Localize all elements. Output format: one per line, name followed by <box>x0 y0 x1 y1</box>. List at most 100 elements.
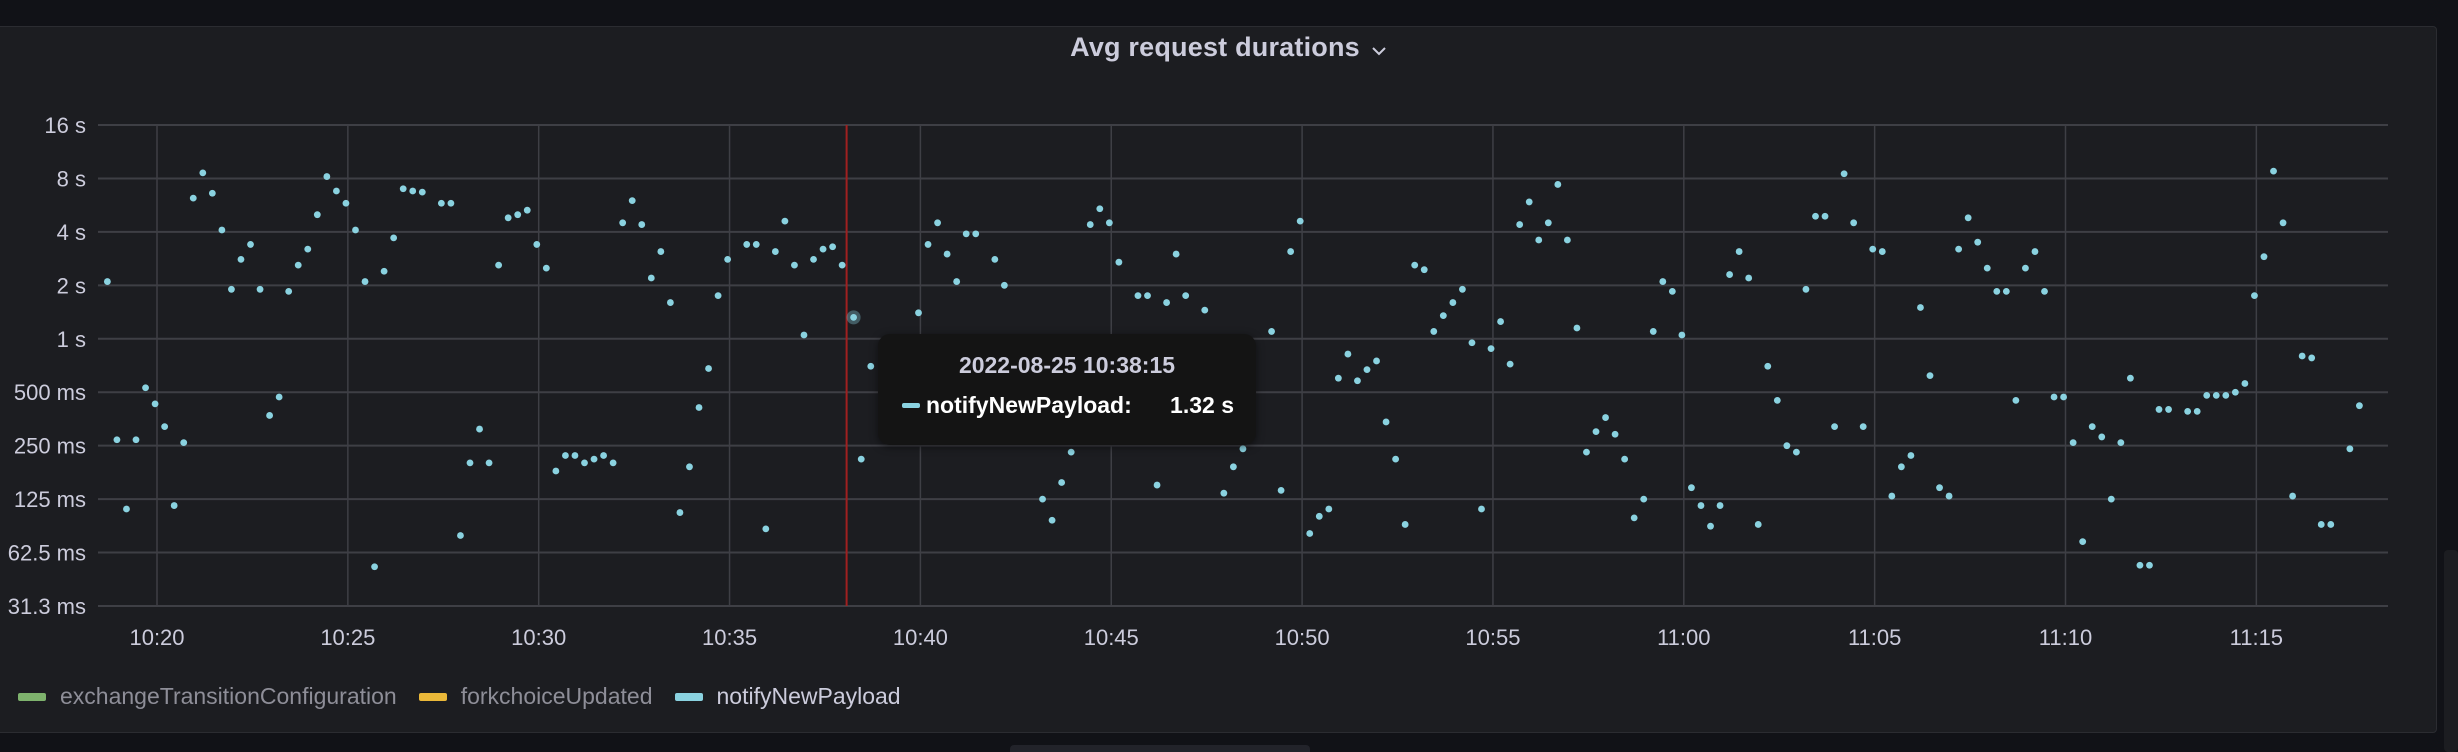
data-point[interactable] <box>533 241 541 248</box>
data-point[interactable] <box>743 241 751 248</box>
data-point[interactable] <box>2212 391 2220 399</box>
data-point[interactable] <box>1563 236 1571 244</box>
data-point[interactable] <box>1726 271 1734 278</box>
data-point[interactable] <box>409 187 417 195</box>
data-point[interactable] <box>2193 407 2201 415</box>
data-point[interactable] <box>1735 248 1743 255</box>
data-point[interactable] <box>2088 423 2096 431</box>
data-point[interactable] <box>857 455 865 463</box>
data-point[interactable] <box>1067 448 1075 456</box>
data-point[interactable] <box>562 452 569 459</box>
data-point[interactable] <box>1592 428 1600 436</box>
data-point[interactable] <box>1086 221 1094 228</box>
data-point[interactable] <box>304 245 312 253</box>
data-point[interactable] <box>609 459 617 467</box>
data-point[interactable] <box>1945 492 1953 500</box>
data-point[interactable] <box>1306 530 1314 537</box>
data-point[interactable] <box>437 199 445 207</box>
data-point[interactable] <box>1859 423 1867 431</box>
data-point[interactable] <box>1497 318 1504 325</box>
data-point[interactable] <box>915 309 922 317</box>
data-point[interactable] <box>103 278 111 285</box>
data-point[interactable] <box>762 525 770 533</box>
legend-item-notifyNewPayload[interactable]: notifyNewPayload <box>674 683 901 710</box>
data-point[interactable] <box>1773 396 1781 404</box>
data-point[interactable] <box>666 299 674 306</box>
data-point[interactable] <box>695 404 703 411</box>
data-point[interactable] <box>2279 219 2287 227</box>
data-point[interactable] <box>752 241 760 248</box>
data-point[interactable] <box>1153 481 1161 489</box>
data-point[interactable] <box>228 285 235 293</box>
data-point[interactable] <box>466 459 474 467</box>
data-point[interactable] <box>657 248 665 255</box>
data-point[interactable] <box>1296 217 1304 225</box>
data-point[interactable] <box>1888 492 1896 500</box>
data-point[interactable] <box>1525 198 1533 206</box>
data-point[interactable] <box>781 217 789 225</box>
data-point[interactable] <box>705 365 712 372</box>
data-point[interactable] <box>1831 423 1838 431</box>
data-point[interactable] <box>514 211 522 219</box>
data-point[interactable] <box>1325 505 1333 513</box>
data-point[interactable] <box>1478 505 1485 513</box>
data-point[interactable] <box>1697 502 1705 509</box>
data-point[interactable] <box>2251 292 2258 300</box>
data-point[interactable] <box>800 331 808 339</box>
data-point[interactable] <box>495 261 503 269</box>
data-point[interactable] <box>123 505 130 513</box>
data-point[interactable] <box>791 261 798 269</box>
data-point[interactable] <box>1239 445 1247 453</box>
data-point[interactable] <box>161 423 169 431</box>
data-point[interactable] <box>829 243 837 251</box>
data-point[interactable] <box>810 255 817 263</box>
data-point[interactable] <box>1506 360 1514 368</box>
data-point[interactable] <box>1105 219 1113 227</box>
data-point[interactable] <box>1907 452 1915 459</box>
data-point[interactable] <box>1039 495 1046 503</box>
data-point[interactable] <box>199 169 207 177</box>
data-point[interactable] <box>132 436 140 444</box>
data-point[interactable] <box>1048 516 1056 524</box>
data-point[interactable] <box>676 509 684 516</box>
data-point[interactable] <box>1201 306 1209 314</box>
data-point[interactable] <box>1878 248 1886 255</box>
data-point[interactable] <box>838 261 846 269</box>
data-point[interactable] <box>2079 538 2087 546</box>
data-point[interactable] <box>2346 445 2354 453</box>
data-point[interactable] <box>724 255 732 263</box>
data-point[interactable] <box>208 189 216 197</box>
data-point[interactable] <box>1630 514 1638 522</box>
data-point[interactable] <box>943 250 951 258</box>
data-point[interactable] <box>647 274 655 282</box>
data-point[interactable] <box>1649 328 1657 335</box>
data-point[interactable] <box>266 412 274 419</box>
data-point[interactable] <box>2356 402 2363 410</box>
data-point[interactable] <box>1668 287 1676 295</box>
data-point[interactable] <box>686 463 693 471</box>
data-point[interactable] <box>2270 167 2277 175</box>
data-point[interactable] <box>571 452 579 459</box>
panel-title[interactable]: Avg request durations <box>0 32 2458 64</box>
data-point[interactable] <box>1993 287 2001 295</box>
data-point[interactable] <box>1382 418 1390 426</box>
data-point[interactable] <box>628 197 636 205</box>
data-point[interactable] <box>1439 312 1447 320</box>
data-point[interactable] <box>380 267 388 275</box>
data-point[interactable] <box>1182 292 1190 300</box>
data-point[interactable] <box>2107 495 2115 503</box>
data-point[interactable] <box>1354 377 1361 385</box>
data-point[interactable] <box>590 455 598 463</box>
data-point[interactable] <box>1974 238 1982 246</box>
data-point[interactable] <box>581 459 588 467</box>
data-point[interactable] <box>485 459 493 467</box>
data-point[interactable] <box>1688 484 1695 492</box>
data-point[interactable] <box>991 255 999 263</box>
data-point[interactable] <box>1602 414 1609 421</box>
data-point[interactable] <box>1287 248 1295 255</box>
data-point[interactable] <box>1487 345 1495 353</box>
data-point[interactable] <box>1840 170 1848 178</box>
data-point[interactable] <box>2155 406 2163 413</box>
data-point[interactable] <box>714 292 722 300</box>
data-point[interactable] <box>1554 181 1562 188</box>
